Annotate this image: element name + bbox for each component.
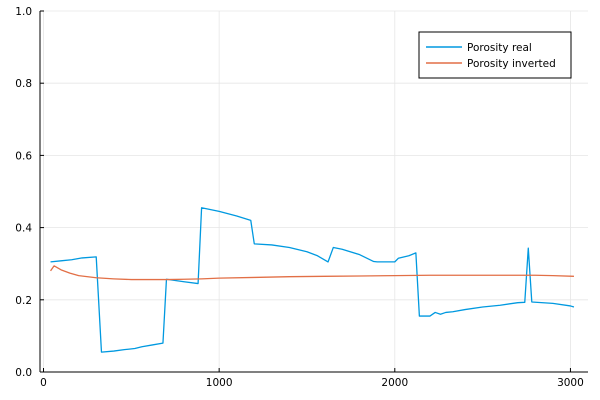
legend-label-porosity-inverted: Porosity inverted: [467, 58, 556, 70]
legend[interactable]: Porosity real Porosity inverted: [418, 31, 572, 79]
tick-labels: 0 1000 2000 3000 0.0 0.2 0.4 0.6 0.8 1.0: [15, 6, 584, 389]
y-tick-label: 0.4: [15, 223, 32, 235]
legend-label-porosity-real: Porosity real: [467, 42, 532, 54]
x-tick-label: 2000: [381, 377, 408, 389]
series-lines: [50, 207, 575, 353]
series-line-porosity-real: [50, 207, 575, 353]
y-tick-label: 1.0: [15, 6, 32, 18]
y-tick-label: 0.2: [15, 295, 32, 307]
legend-box: [418, 31, 572, 79]
x-tick-label: 3000: [557, 377, 584, 389]
axes: [39, 10, 588, 373]
x-tick-label: 0: [40, 377, 47, 389]
x-tick-label: 1000: [206, 377, 233, 389]
y-tick-label: 0.8: [15, 78, 32, 90]
series-line-porosity-inverted: [50, 265, 574, 281]
y-tick-label: 0.0: [15, 367, 32, 379]
y-tick-label: 0.6: [15, 150, 32, 162]
